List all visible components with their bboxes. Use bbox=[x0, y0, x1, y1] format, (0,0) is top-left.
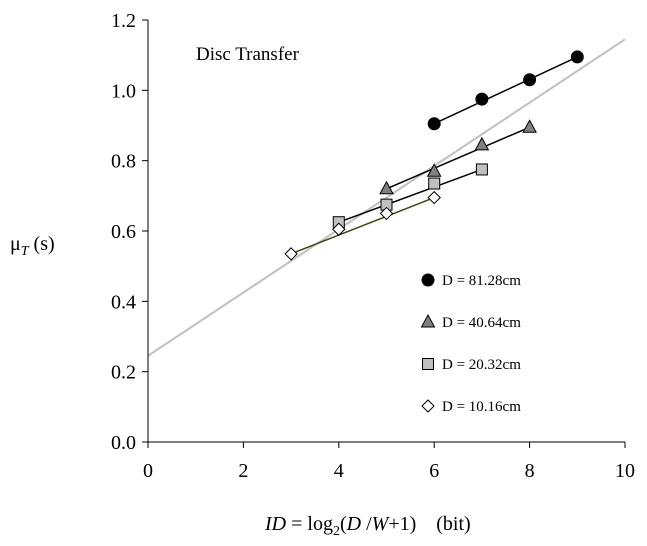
x-label-subscript: 2 bbox=[333, 524, 340, 539]
legend-marker bbox=[420, 313, 436, 328]
x-label-d: D bbox=[346, 513, 362, 535]
data-point bbox=[284, 247, 298, 261]
y-label-subscript: T bbox=[21, 244, 30, 259]
x-tick-label: 6 bbox=[429, 460, 439, 482]
data-point bbox=[427, 117, 441, 131]
fit-line bbox=[147, 38, 626, 357]
y-label-mu: μ bbox=[10, 233, 21, 255]
legend-marker bbox=[421, 273, 435, 287]
y-tick-label: 0.6 bbox=[111, 221, 136, 243]
series-line bbox=[386, 126, 530, 190]
legend-label: D = 20.32cm bbox=[442, 357, 521, 373]
legend-marker bbox=[421, 399, 435, 413]
data-point bbox=[426, 163, 442, 177]
series-line bbox=[290, 196, 435, 255]
x-axis-label: ID = log2(D /W+1) (bit) bbox=[264, 513, 471, 539]
data-point bbox=[522, 119, 537, 133]
x-label-var: ID bbox=[264, 513, 287, 535]
data-point bbox=[379, 180, 394, 195]
y-tick-label: 0.0 bbox=[111, 432, 136, 454]
x-label-w: W bbox=[372, 513, 391, 535]
y-tick-label: 1.0 bbox=[111, 80, 136, 102]
legend-marker bbox=[422, 358, 434, 370]
legend-label: D = 40.64cm bbox=[442, 315, 521, 331]
data-point bbox=[475, 92, 489, 106]
series-line bbox=[338, 168, 483, 223]
x-tick-label: 4 bbox=[334, 460, 344, 482]
data-point bbox=[427, 190, 441, 205]
data-point bbox=[428, 177, 441, 190]
x-label-paren: ( bbox=[340, 513, 347, 535]
data-point bbox=[523, 73, 537, 87]
x-label-rest: +1) bbox=[388, 513, 416, 535]
y-tick-label: 0.2 bbox=[111, 362, 136, 384]
y-tick-label: 0.8 bbox=[111, 151, 136, 173]
chart-annotation: Disc Transfer bbox=[196, 44, 300, 65]
y-label-unit: (s) bbox=[29, 233, 55, 255]
data-point bbox=[379, 206, 394, 221]
data-point bbox=[474, 136, 490, 151]
plot-area: 0.0 0.2 0.4 0.6 0.8 1.0 1.2 0 2 4 6 8 10 D = 81.28cm D… bbox=[111, 10, 635, 482]
series-line bbox=[433, 56, 578, 125]
data-point bbox=[332, 222, 346, 236]
x-label-eq: = log bbox=[286, 513, 333, 535]
y-axis-label: μT (s) bbox=[10, 233, 55, 259]
x-label-unit: (bit) bbox=[436, 513, 470, 535]
y-tick-label: 1.2 bbox=[111, 10, 136, 32]
x-tick-label: 8 bbox=[525, 460, 535, 482]
x-tick-label: 10 bbox=[615, 460, 635, 482]
legend-label: D = 10.16cm bbox=[442, 399, 521, 415]
data-point bbox=[475, 163, 488, 176]
x-tick-label: 0 bbox=[143, 460, 153, 482]
data-point bbox=[570, 50, 584, 64]
y-tick-label: 0.4 bbox=[111, 291, 136, 313]
x-tick-label: 2 bbox=[238, 460, 248, 482]
legend-label: D = 81.28cm bbox=[442, 273, 521, 289]
x-label-slash: / bbox=[361, 513, 372, 535]
